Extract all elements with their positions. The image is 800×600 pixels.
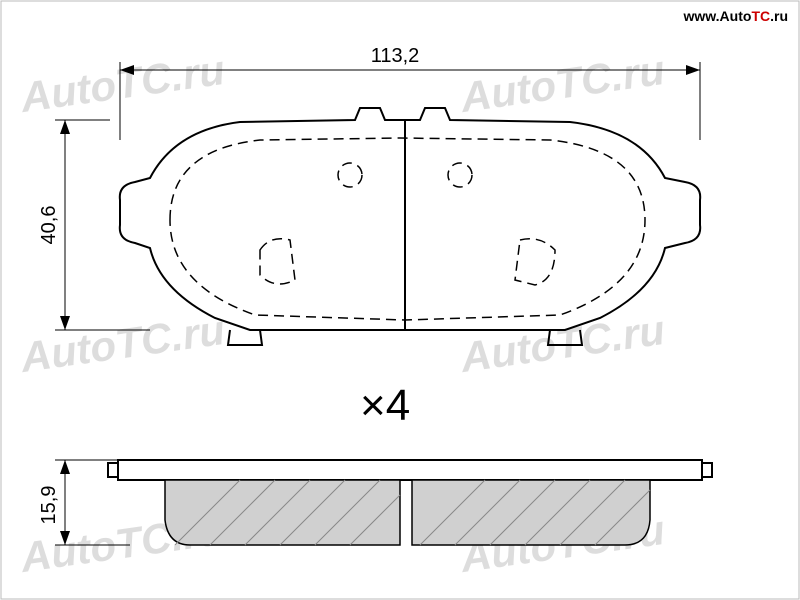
technical-drawing: 113,2 40,6 ×4 15,9 bbox=[0, 0, 800, 600]
side-backing-plate bbox=[118, 460, 702, 480]
dim-width-value: 113,2 bbox=[371, 45, 420, 67]
clip-tab-right bbox=[548, 330, 582, 345]
side-friction-right bbox=[412, 480, 650, 545]
dim-thickness: 15,9 bbox=[38, 460, 130, 545]
backing-plate-outline bbox=[120, 108, 700, 330]
dim-width: 113,2 bbox=[120, 45, 700, 140]
dim-thickness-value: 15,9 bbox=[38, 486, 60, 525]
rivet-dashed-left bbox=[260, 239, 295, 284]
side-friction-left bbox=[165, 480, 400, 545]
hole-dashed-1 bbox=[338, 163, 362, 187]
dim-height: 40,6 bbox=[38, 120, 150, 330]
friction-pad-dashed bbox=[170, 138, 645, 320]
hole-dashed-2 bbox=[448, 163, 472, 187]
quantity-label: ×4 bbox=[360, 381, 410, 430]
dim-height-value: 40,6 bbox=[38, 206, 60, 245]
side-tab-left bbox=[108, 463, 118, 477]
clip-tab-left bbox=[228, 330, 262, 345]
side-tab-right bbox=[702, 463, 712, 477]
rivet-dashed-right bbox=[515, 239, 555, 285]
